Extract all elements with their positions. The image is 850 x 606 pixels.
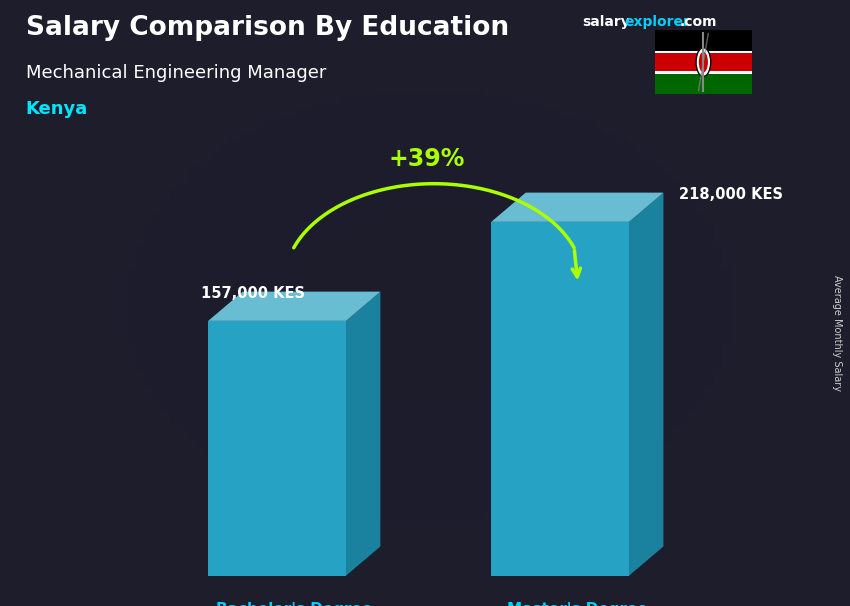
Ellipse shape — [699, 52, 708, 73]
Text: salary: salary — [582, 15, 630, 29]
Bar — [654, 71, 752, 73]
Text: Mechanical Engineering Manager: Mechanical Engineering Manager — [26, 64, 326, 82]
Polygon shape — [346, 291, 380, 576]
Bar — [654, 73, 752, 94]
Text: explorer: explorer — [625, 15, 690, 29]
Text: .com: .com — [680, 15, 717, 29]
Text: +39%: +39% — [388, 147, 464, 171]
Polygon shape — [629, 193, 663, 576]
Bar — [654, 30, 752, 52]
Text: Salary Comparison By Education: Salary Comparison By Education — [26, 15, 508, 41]
Text: 218,000 KES: 218,000 KES — [678, 187, 783, 202]
Text: 157,000 KES: 157,000 KES — [201, 287, 304, 301]
Polygon shape — [208, 291, 380, 321]
Text: Kenya: Kenya — [26, 100, 88, 118]
Polygon shape — [491, 222, 629, 576]
Ellipse shape — [696, 48, 711, 76]
Bar — [654, 51, 752, 53]
Text: Bachelor's Degree: Bachelor's Degree — [216, 602, 372, 606]
Bar — [654, 52, 752, 73]
Text: Master's Degree: Master's Degree — [507, 602, 648, 606]
Text: Average Monthly Salary: Average Monthly Salary — [832, 275, 842, 391]
Polygon shape — [208, 321, 346, 576]
Polygon shape — [491, 193, 663, 222]
